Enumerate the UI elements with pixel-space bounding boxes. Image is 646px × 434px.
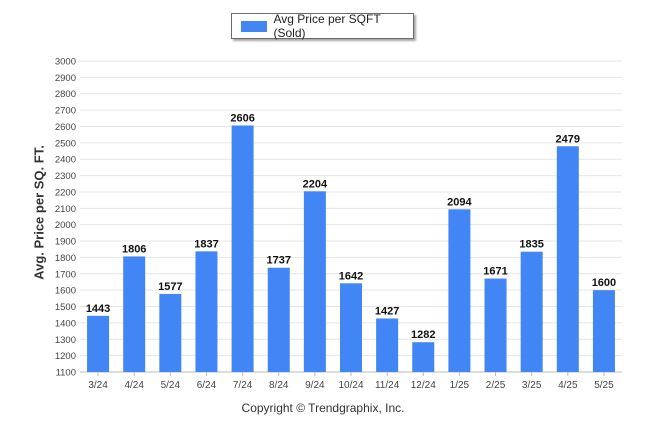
data-label: 1600	[592, 277, 616, 289]
y-tick-label: 1900	[55, 237, 76, 248]
bar	[267, 267, 290, 372]
y-tick-label: 1800	[55, 253, 76, 264]
x-tick-label: 4/24	[124, 380, 144, 391]
x-tick-label: 3/24	[88, 380, 108, 391]
y-tick-label: 2900	[55, 73, 76, 84]
y-tick-label: 1100	[56, 368, 76, 379]
bar	[159, 293, 182, 372]
x-tick-label: 5/24	[161, 380, 181, 391]
bar	[303, 191, 326, 372]
x-tick-label: 12/24	[411, 380, 436, 391]
y-tick-label: 2100	[55, 204, 76, 215]
bar	[231, 125, 254, 372]
x-tick-label: 8/24	[269, 380, 289, 391]
bar	[340, 283, 362, 372]
y-tick-label: 2700	[55, 106, 76, 117]
y-tick-label: 1400	[55, 318, 76, 329]
bar	[195, 251, 218, 372]
data-label: 1837	[194, 238, 218, 250]
bar	[484, 278, 507, 372]
bar	[520, 251, 543, 372]
x-tick-label: 1/25	[450, 380, 470, 391]
y-tick-label: 1700	[55, 269, 76, 280]
x-tick-label: 4/25	[558, 380, 578, 391]
data-label: 1737	[266, 255, 290, 267]
y-tick-label: 3000	[55, 57, 76, 68]
data-label: 1427	[375, 305, 399, 317]
legend-label: Avg Price per SQFT (Sold)	[273, 12, 381, 40]
data-label: 2204	[303, 178, 328, 190]
y-tick-label: 2600	[55, 122, 76, 133]
data-label: 1443	[86, 303, 110, 315]
bar	[123, 256, 146, 372]
data-label: 1282	[411, 329, 435, 341]
legend-swatch	[241, 20, 267, 32]
x-tick-label: 10/24	[338, 380, 363, 391]
bar	[87, 315, 110, 372]
bar	[592, 290, 615, 372]
chart-legend: Avg Price per SQFT (Sold)	[231, 12, 414, 40]
bar	[556, 146, 579, 372]
bar	[376, 318, 399, 372]
y-tick-label: 1200	[55, 351, 76, 362]
x-tick-label: 9/24	[305, 380, 325, 391]
x-tick-label: 11/24	[375, 380, 400, 391]
copyright-footer: Copyright © Trendgraphix, Inc.	[241, 401, 405, 415]
data-label: 1642	[339, 270, 363, 282]
y-tick-label: 1500	[55, 302, 76, 313]
y-tick-label: 2800	[55, 89, 76, 100]
x-tick-label: 7/24	[233, 380, 253, 391]
x-tick-label: 2/25	[486, 380, 506, 391]
y-tick-label: 1300	[55, 335, 76, 346]
bar	[448, 209, 471, 372]
x-tick-label: 3/25	[522, 380, 542, 391]
x-tick-label: 5/25	[594, 380, 614, 391]
y-tick-label: 1600	[55, 286, 76, 297]
data-label: 2094	[447, 196, 472, 208]
data-label: 1671	[483, 266, 507, 278]
bar	[412, 342, 435, 372]
y-tick-label: 2400	[55, 155, 76, 166]
data-label: 1806	[122, 243, 146, 255]
data-label: 1835	[519, 239, 543, 251]
x-tick-label: 6/24	[197, 380, 217, 391]
y-tick-label: 2500	[55, 138, 76, 149]
y-tick-label: 2300	[55, 171, 76, 182]
data-label: 2606	[230, 112, 254, 124]
y-tick-label: 2200	[55, 187, 76, 198]
data-label: 1577	[158, 281, 182, 293]
y-tick-label: 2000	[55, 220, 76, 231]
data-label: 2479	[556, 133, 580, 145]
